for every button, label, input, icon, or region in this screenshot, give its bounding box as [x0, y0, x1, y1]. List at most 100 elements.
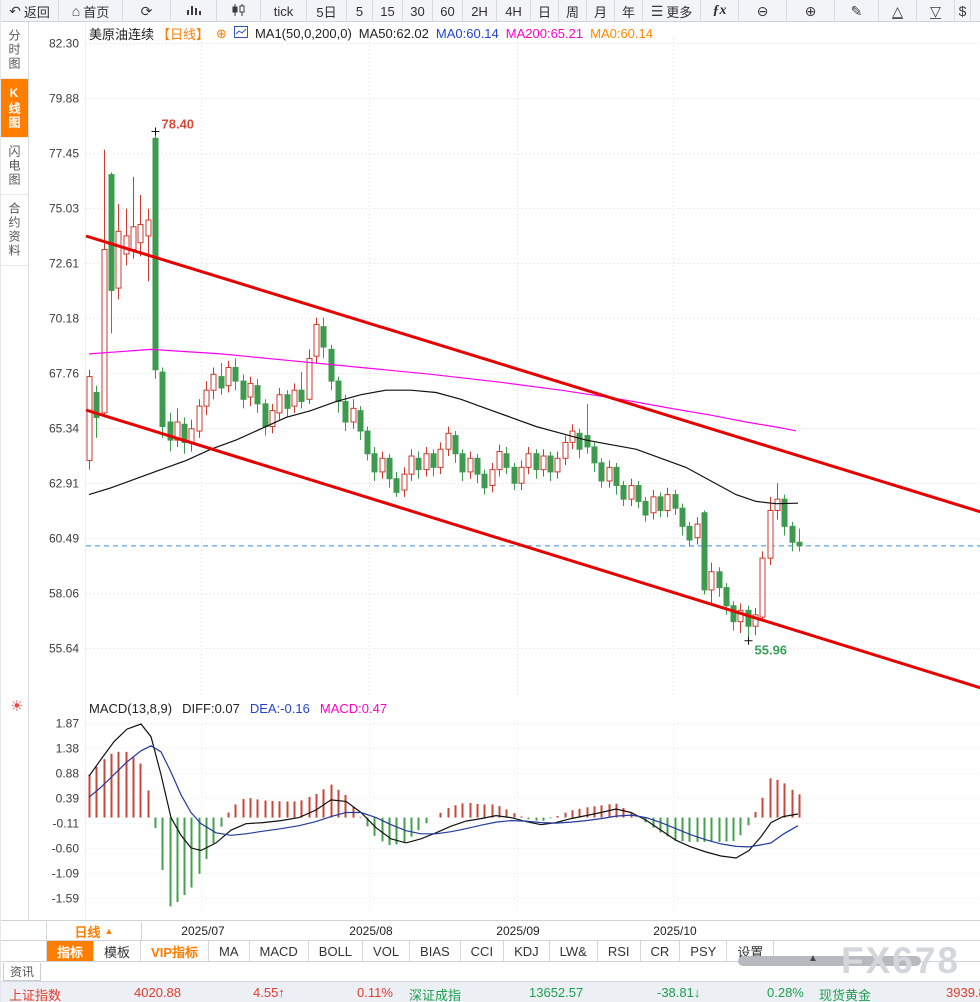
- macd-axis-label: 0.88: [56, 767, 80, 781]
- macd-axis-label: -0.11: [53, 817, 80, 831]
- indicator-tab-CR[interactable]: CR: [641, 941, 681, 961]
- indicator-tab-KDJ[interactable]: KDJ: [504, 941, 550, 961]
- back-button[interactable]: ↶ 返回: [1, 0, 59, 21]
- y-axis-label: 55.64: [49, 642, 79, 656]
- home-button[interactable]: ⌂ 首页: [59, 0, 123, 21]
- fx-icon: ƒx: [712, 3, 727, 18]
- indicator-tab-PSY[interactable]: PSY: [680, 941, 728, 961]
- period-tag: 【日线】: [157, 27, 210, 42]
- tab-news[interactable]: 资讯: [3, 963, 41, 981]
- period-4h-button[interactable]: 4H: [497, 0, 531, 21]
- news-row: 资讯: [1, 963, 980, 981]
- indicator-tab-BOLL[interactable]: BOLL: [309, 941, 364, 961]
- macd-histogram: [88, 751, 801, 907]
- sidebar-item-kline-active[interactable]: K线图: [1, 79, 28, 138]
- candles: [86, 131, 803, 641]
- macd-value: MACD:0.47: [319, 701, 388, 716]
- macd-axis-label: -0.60: [52, 842, 80, 856]
- ticker-item: 现货黄金: [819, 988, 872, 1002]
- tick-button[interactable]: tick: [261, 0, 307, 21]
- y-axis-label: 62.91: [49, 477, 79, 491]
- plus-circle-icon[interactable]: ⊕: [216, 25, 227, 41]
- period-15-button-label: 15: [380, 3, 395, 19]
- chart-header: 美原油连续 【日线】 ⊕ MA1(50,0,200,0) MA50:62.02 …: [89, 24, 653, 43]
- fx-button[interactable]: ƒx: [701, 0, 739, 21]
- zoom-in-button[interactable]: ⊕: [787, 0, 835, 21]
- indicator-tab-MACD[interactable]: MACD: [250, 941, 309, 961]
- ma200: [88, 348, 797, 432]
- mini-chart-icon[interactable]: [233, 26, 248, 41]
- ticker-item: 深证成指: [409, 988, 462, 1002]
- trendline: [85, 408, 980, 690]
- ticker-item: 4020.88: [134, 985, 181, 1000]
- diff-value: DIFF:0.07: [182, 701, 240, 716]
- y-axis-label: 72.61: [49, 257, 79, 271]
- period-60-button-label: 60: [440, 3, 455, 19]
- xaxis-label: 2025/08: [349, 924, 393, 938]
- candlestick-button[interactable]: [217, 0, 261, 21]
- indicator-tab-VIP指标[interactable]: VIP指标: [141, 941, 209, 961]
- period-5day-button[interactable]: 5日: [307, 0, 347, 21]
- ma50-value: MA50:62.02: [358, 26, 429, 41]
- macd-axis-label: 1.87: [56, 717, 80, 731]
- y-axis-label: 65.34: [49, 422, 79, 436]
- indicator-tab-VOL[interactable]: VOL: [363, 941, 411, 961]
- dea-line: [88, 745, 799, 848]
- sidebar-item-闪电图[interactable]: 闪电图: [1, 138, 28, 195]
- dollar-button[interactable]: $: [955, 0, 971, 21]
- y-axis-label: 67.76: [49, 367, 79, 381]
- period-30-button[interactable]: 30: [403, 0, 433, 21]
- period-5day-button-label: 5日: [316, 4, 337, 20]
- ma0-blue-value: MA0:60.14: [435, 26, 499, 41]
- period-selector[interactable]: 日线 ▲: [46, 922, 142, 940]
- zoom-out-button[interactable]: ⊖: [739, 0, 787, 21]
- ma200-line: [88, 348, 797, 432]
- xaxis-label: 2025/07: [181, 924, 225, 938]
- period-day-button[interactable]: 日: [531, 0, 559, 21]
- zoom-in-icon: ⊕: [804, 3, 817, 19]
- ticker-item: 上证指数: [9, 988, 62, 1002]
- period-month-button[interactable]: 月: [587, 0, 615, 21]
- indicator-tab-指标[interactable]: 指标: [46, 941, 95, 961]
- bar-chart-icon: [186, 3, 202, 20]
- period-30-button-label: 30: [410, 3, 425, 19]
- draw-button[interactable]: ✎: [835, 0, 879, 21]
- indicator-tab-模板[interactable]: 模板: [94, 941, 142, 961]
- ticker-item: 3939.8: [946, 985, 980, 1000]
- indicator-tab-MA[interactable]: MA: [209, 941, 250, 961]
- indicator-tab-RSI[interactable]: RSI: [598, 941, 641, 961]
- sidebar-item-合约资料[interactable]: 合约资料: [1, 195, 28, 266]
- period-60-button[interactable]: 60: [433, 0, 463, 21]
- indicator-tab-CCI[interactable]: CCI: [461, 941, 505, 961]
- diff-line: [88, 723, 799, 859]
- triangle-up-icon: ▲: [808, 953, 818, 964]
- macd-axis-label: -1.09: [52, 867, 80, 881]
- high-annotation: 78.40: [162, 117, 195, 132]
- period-week-button[interactable]: 周: [559, 0, 587, 21]
- indicator-tab-BIAS[interactable]: BIAS: [410, 941, 461, 961]
- zoom-out-icon: ⊖: [756, 3, 769, 19]
- period-5-button[interactable]: 5: [347, 0, 373, 21]
- chart-plot-area[interactable]: [86, 35, 980, 915]
- bar-chart-button[interactable]: [171, 0, 217, 21]
- triangle-up-icon: △: [892, 2, 903, 19]
- period-15-button[interactable]: 15: [373, 0, 403, 21]
- period-2h-button[interactable]: 2H: [463, 0, 497, 21]
- indicator-tab-LW&[interactable]: LW&: [550, 941, 598, 961]
- triangle-up-button[interactable]: △: [879, 0, 917, 21]
- macd-dea: [88, 745, 799, 848]
- sun-icon[interactable]: ☀: [10, 698, 24, 715]
- period-month-button-label: 月: [593, 4, 607, 20]
- sidebar-item-分时图[interactable]: 分时图: [1, 22, 28, 79]
- indicator-tab-设置[interactable]: 设置: [727, 941, 775, 961]
- period-week-button-label: 周: [565, 4, 579, 20]
- triangle-down-button[interactable]: ▽: [917, 0, 955, 21]
- y-axis-label: 79.88: [49, 92, 79, 106]
- horizontal-scrollbar-thumb[interactable]: ▲: [738, 953, 921, 966]
- more-button[interactable]: ☰ 更多: [643, 0, 701, 21]
- refresh-button[interactable]: ⟳: [123, 0, 171, 21]
- ma200-value: MA200:65.21: [505, 26, 584, 41]
- macd-axis-label: -1.59: [52, 892, 80, 906]
- dea-value: DEA:-0.16: [249, 701, 310, 716]
- period-year-button[interactable]: 年: [615, 0, 643, 21]
